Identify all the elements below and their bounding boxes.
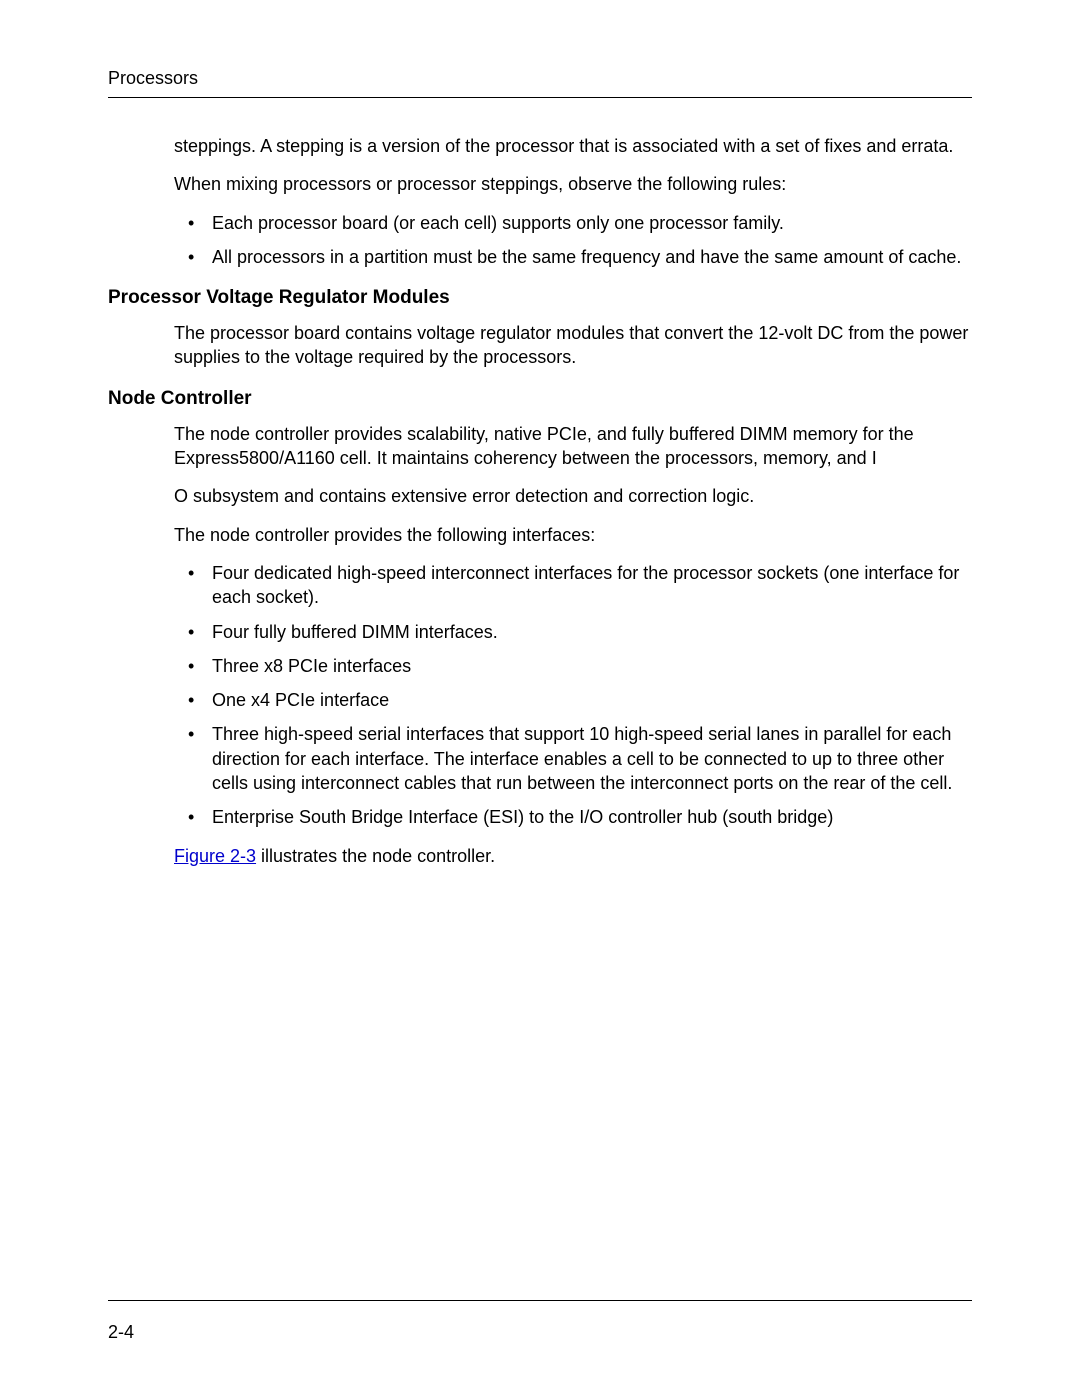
list-item: Three x8 PCIe interfaces [174,654,972,678]
list-item: Four fully buffered DIMM interfaces. [174,620,972,644]
list-item: Enterprise South Bridge Interface (ESI) … [174,805,972,829]
list-item: Four dedicated high-speed interconnect i… [174,561,972,610]
section-heading-vrm: Processor Voltage Regulator Modules [108,287,972,309]
page-number: 2-4 [108,1322,134,1343]
footer-rule [108,1300,972,1301]
body-content: steppings. A stepping is a version of th… [174,134,972,269]
intro-paragraph-1: steppings. A stepping is a version of th… [174,134,972,158]
section1-paragraph-1: The processor board contains voltage reg… [174,321,972,370]
intro-paragraph-2: When mixing processors or processor step… [174,172,972,196]
running-header: Processors [108,68,972,89]
document-page: Processors steppings. A stepping is a ve… [0,0,1080,1397]
section2-body: The node controller provides scalability… [174,422,972,868]
section2-paragraph-2: O subsystem and contains extensive error… [174,484,972,508]
list-item: One x4 PCIe interface [174,688,972,712]
section1-body: The processor board contains voltage reg… [174,321,972,370]
section2-paragraph-3: The node controller provides the followi… [174,523,972,547]
section-heading-node-controller: Node Controller [108,388,972,410]
section2-paragraph-1: The node controller provides scalability… [174,422,972,471]
figure-link-rest: illustrates the node controller. [256,846,495,866]
list-item: Each processor board (or each cell) supp… [174,211,972,235]
figure-link[interactable]: Figure 2-3 [174,846,256,866]
intro-bullet-list: Each processor board (or each cell) supp… [174,211,972,270]
list-item: Three high-speed serial interfaces that … [174,722,972,795]
section2-bullet-list: Four dedicated high-speed interconnect i… [174,561,972,830]
figure-reference: Figure 2-3 illustrates the node controll… [174,844,972,868]
header-rule [108,97,972,98]
list-item: All processors in a partition must be th… [174,245,972,269]
